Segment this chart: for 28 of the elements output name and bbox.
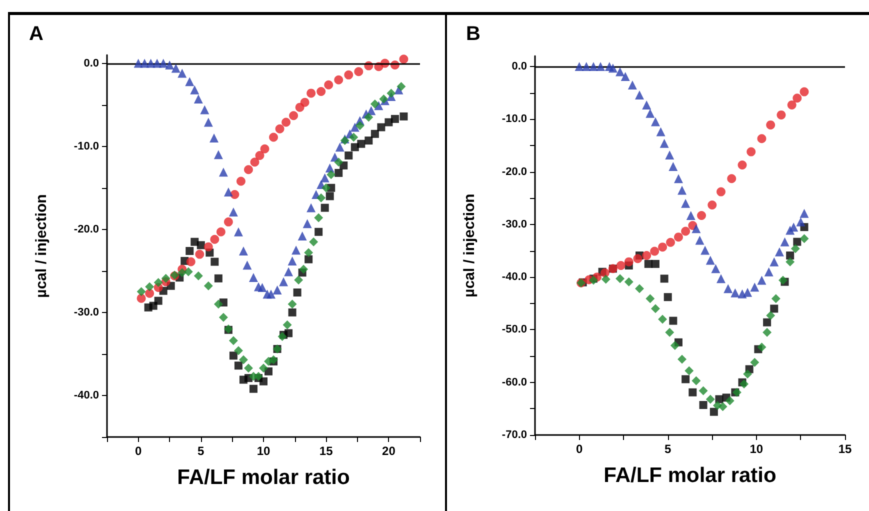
- y-tick-label: -40.0: [502, 271, 527, 284]
- x-tick-label: 10: [256, 444, 270, 458]
- chart-title: A: [29, 23, 44, 45]
- x-tick-label: 20: [382, 444, 396, 458]
- chart-title: B: [466, 23, 480, 45]
- y-axis-title: µcal / injection: [33, 194, 50, 298]
- x-axis-title: FA/LF molar ratio: [604, 464, 776, 487]
- y-tick-label: -10.0: [502, 113, 527, 126]
- y-tick-label: -20.0: [502, 166, 527, 178]
- x-tick-label: 15: [319, 444, 334, 458]
- y-tick-label: -70.0: [502, 429, 527, 441]
- x-tick-label: 0: [576, 442, 583, 456]
- y-tick-label: 0.0: [84, 57, 99, 70]
- y-tick-label: -20.0: [74, 223, 99, 236]
- x-tick-label: 5: [664, 442, 672, 456]
- x-tick-label: 5: [198, 444, 205, 458]
- y-tick-label: -50.0: [502, 324, 527, 336]
- y-tick-label: -30.0: [74, 306, 99, 318]
- y-axis-title: µcal / injection: [461, 194, 478, 298]
- y-tick-label: 0.0: [512, 60, 527, 73]
- y-tick-label: -60.0: [502, 376, 527, 388]
- x-tick-label: 10: [750, 442, 764, 456]
- x-tick-label: 0: [134, 444, 142, 458]
- x-tick-label: 15: [838, 442, 852, 456]
- y-tick-label: -30.0: [502, 218, 527, 230]
- x-axis-title: FA/LF molar ratio: [177, 466, 350, 489]
- y-tick-label: -10.0: [74, 140, 99, 152]
- y-tick-label: -40.0: [74, 389, 99, 402]
